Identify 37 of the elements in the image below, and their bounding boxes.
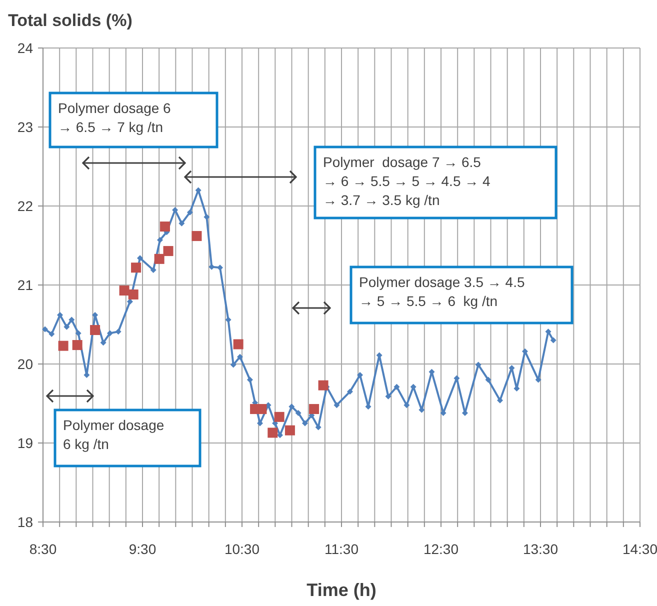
x-tick-label: 9:30 bbox=[128, 541, 156, 557]
x-tick-label: 12:30 bbox=[423, 541, 459, 557]
y-tick-label: 22 bbox=[17, 198, 34, 214]
point bbox=[90, 325, 100, 336]
point bbox=[131, 262, 142, 273]
y-tick-label: 21 bbox=[17, 277, 34, 293]
point bbox=[309, 404, 320, 414]
annotation: Polymer dosage 6 kg /tn bbox=[63, 417, 164, 452]
x-tick-label: 11:30 bbox=[324, 541, 359, 557]
annotation: Polymer dosage 7 → 6.5 → 6 → 5.5 → 5 → 4.5 → 4 → 3.7 → 3.5 kg /tn bbox=[323, 154, 491, 208]
point bbox=[58, 340, 68, 351]
annotation: Polymer dosage 3.5 → 4.5 → 5 → 5.5 → 6 kg /tn bbox=[359, 274, 525, 309]
y-tick-label: 23 bbox=[17, 119, 34, 135]
point bbox=[256, 404, 267, 414]
point bbox=[72, 340, 82, 350]
point bbox=[268, 428, 278, 438]
point bbox=[154, 254, 164, 264]
x-tick-label: 10:30 bbox=[224, 541, 260, 557]
y-tick-label: 24 bbox=[17, 40, 34, 56]
point bbox=[128, 289, 138, 300]
y-tick-label: 19 bbox=[17, 435, 34, 451]
y-tick-label: 18 bbox=[17, 514, 34, 530]
point bbox=[233, 339, 244, 350]
x-tick-label: 13:30 bbox=[522, 541, 558, 557]
x-axis-title: Time (h) bbox=[306, 580, 376, 600]
point bbox=[318, 380, 328, 390]
x-tick-label: 14:30 bbox=[622, 541, 657, 557]
point bbox=[192, 231, 202, 242]
y-axis-title: Total solids (%) bbox=[8, 11, 132, 30]
point bbox=[160, 222, 170, 232]
y-tick-label: 20 bbox=[17, 356, 34, 372]
point bbox=[119, 286, 130, 296]
point bbox=[284, 425, 295, 436]
annotation: Polymer dosage 6 → 6.5 → 7 kg /tn bbox=[58, 100, 172, 135]
point bbox=[274, 412, 284, 422]
point bbox=[163, 246, 174, 256]
x-tick-label: 8:30 bbox=[29, 541, 57, 557]
